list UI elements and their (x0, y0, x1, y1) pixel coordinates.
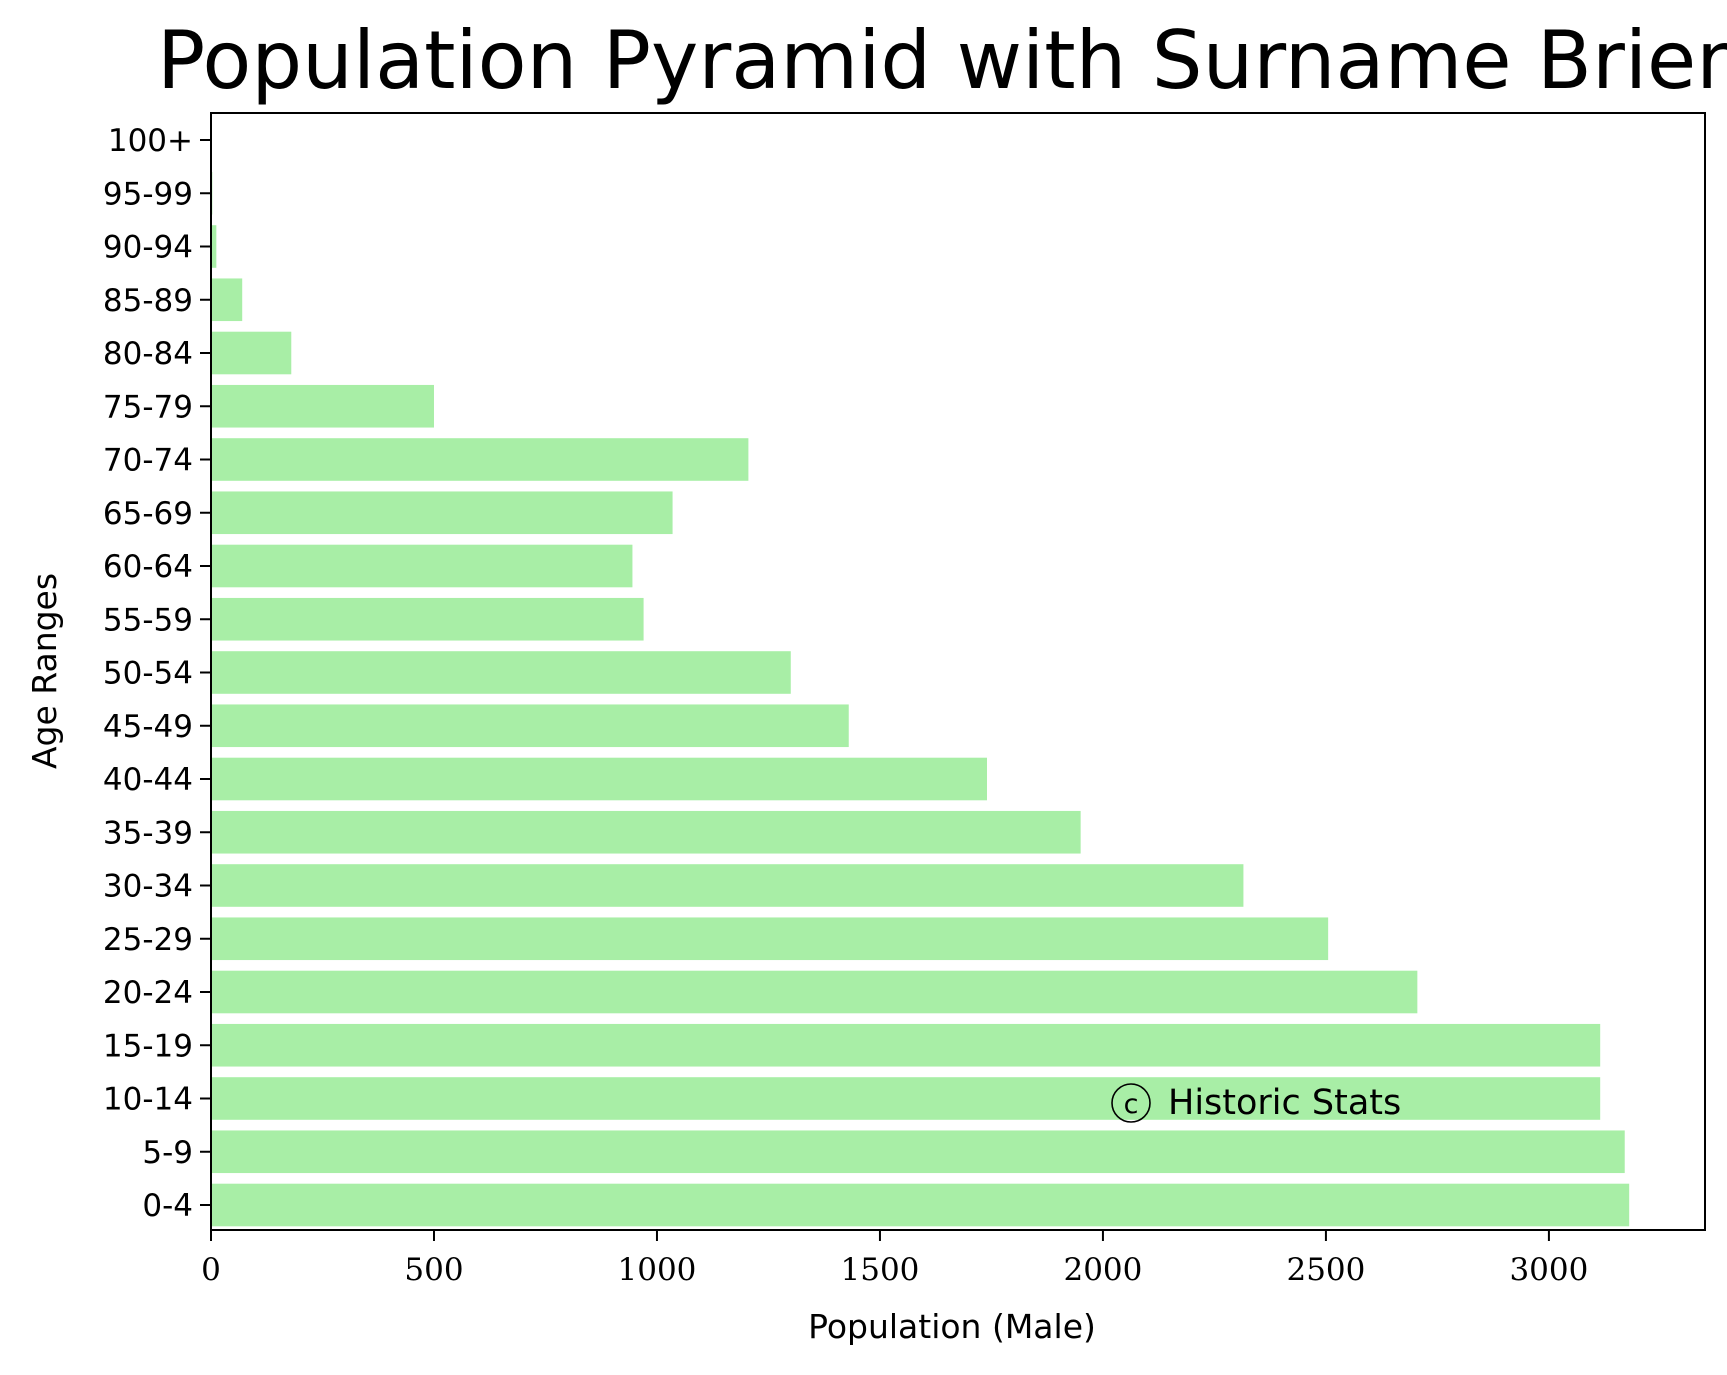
y-tick-label: 90-94 (103, 230, 193, 266)
bar-80-84 (211, 331, 292, 375)
y-tick-label: 55-59 (103, 602, 193, 638)
y-tick-label: 15-19 (103, 1028, 193, 1064)
bar-50-54 (211, 651, 791, 694)
x-axis-label: Population (Male) (808, 1307, 1096, 1346)
bar-5-9 (211, 1130, 1625, 1174)
x-tick-label: 1000 (618, 1252, 697, 1288)
bar-45-49 (211, 704, 849, 748)
y-tick-label: 30-34 (103, 869, 193, 905)
y-tick-label: 60-64 (103, 549, 193, 585)
bar-75-79 (211, 384, 434, 428)
bar-20-24 (211, 970, 1418, 1014)
y-tick-label: 100+ (108, 123, 193, 159)
plot-area (210, 112, 1706, 1231)
y-axis-label: Age Ranges (25, 573, 64, 769)
y-tick-label: 10-14 (103, 1082, 193, 1118)
watermark-text: Historic Stats (1168, 1083, 1401, 1123)
bar-40-44 (211, 757, 987, 801)
bar-25-29 (211, 917, 1329, 961)
y-tick-label: 85-89 (103, 283, 193, 319)
y-tick-label: 75-79 (103, 389, 193, 425)
y-tick-label: 35-39 (103, 815, 193, 851)
bar-10-14 (211, 1077, 1601, 1120)
y-tick-label: 40-44 (103, 762, 193, 798)
bar-0-4 (211, 1183, 1630, 1227)
y-tick-label: 20-24 (103, 975, 193, 1011)
bar-90-94 (211, 225, 217, 268)
bars-layer (211, 171, 1630, 1227)
y-tick-label: 70-74 (103, 443, 193, 479)
copyright-icon (1111, 1083, 1151, 1123)
y-tick-label: 5-9 (142, 1135, 193, 1171)
x-tick-label: 2500 (1286, 1252, 1365, 1288)
bar-65-69 (211, 491, 673, 535)
watermark: c Historic Stats (1111, 1083, 1401, 1123)
chart-title: Population Pyramid with Surname Brien (157, 14, 1727, 107)
x-tick-label: 1500 (841, 1252, 920, 1288)
y-tick-label: 25-29 (103, 922, 193, 958)
y-tick-label: 95-99 (103, 176, 193, 212)
y-tick-label: 65-69 (103, 496, 193, 532)
bar-70-74 (211, 438, 749, 481)
bar-30-34 (211, 864, 1244, 907)
y-tick-label: 0-4 (142, 1188, 193, 1224)
x-tick-label: 2000 (1063, 1252, 1142, 1288)
bar-55-59 (211, 597, 644, 641)
y-axis: 0-4 5-9 10-14 15-19 20-24 25-29 30-34 35-39 40-4… (103, 123, 211, 1224)
x-tick-label: 0 (201, 1252, 221, 1288)
y-tick-label: 80-84 (103, 336, 193, 372)
bar-35-39 (211, 810, 1081, 854)
bar-15-19 (211, 1023, 1601, 1067)
y-tick-label: 45-49 (103, 709, 193, 745)
bar-60-64 (211, 544, 633, 588)
y-tick-label: 50-54 (103, 656, 193, 692)
copyright-symbol: c (1124, 1089, 1139, 1120)
x-tick-label: 500 (404, 1252, 463, 1288)
x-tick-label: 3000 (1509, 1252, 1588, 1288)
bar-85-89 (211, 278, 243, 322)
x-axis: 0 500 1000 1500 2000 2500 3000 (201, 1230, 1588, 1288)
